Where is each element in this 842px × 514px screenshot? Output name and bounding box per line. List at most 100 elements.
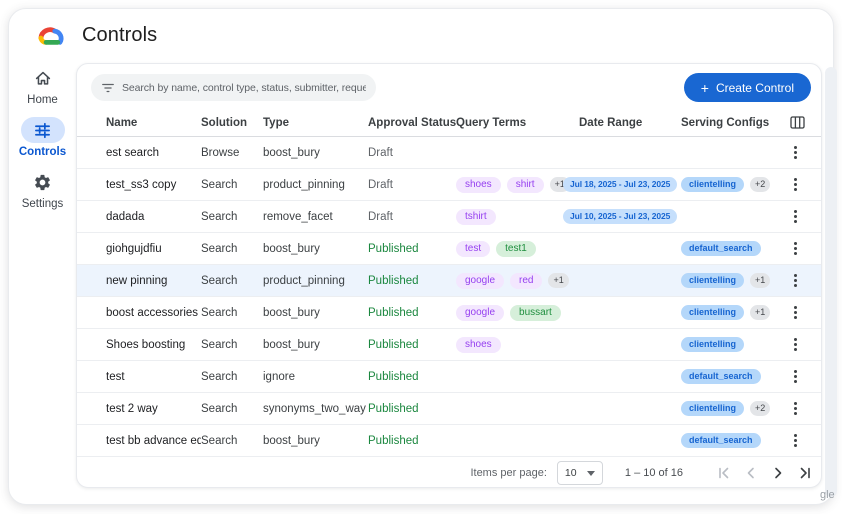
home-icon [21,65,65,91]
cell-type: remove_facet [263,210,333,223]
row-menu-kebab-icon[interactable] [785,335,805,355]
cell-solution: Search [201,434,238,447]
cell-name: giohgujdfiu [106,242,162,255]
first-page-button[interactable] [716,465,732,481]
cell-approval-status: Draft [368,146,393,159]
date-range-chip: Jul 10, 2025 - Jul 23, 2025 [563,209,678,224]
cell-approval-status: Draft [368,178,393,191]
cell-name: test_ss3 copy [106,178,177,191]
cell-type: boost_bury [263,434,320,447]
table-row[interactable]: new pinning Search product_pinning Publishe… [77,265,821,297]
gear-icon [21,169,65,195]
cell-solution: Search [201,402,238,415]
create-control-label: Create Control [715,80,794,95]
query-term-chip: red [510,272,543,289]
cell-type: ignore [263,370,295,383]
previous-page-button[interactable] [743,465,759,481]
table-row[interactable]: Shoes boosting Search boost_bury Published s… [77,329,821,361]
table-row[interactable]: boost accessories Search boost_bury Publish… [77,297,821,329]
cell-type: boost_bury [263,242,320,255]
cell-solution: Browse [201,146,240,159]
cell-approval-status: Published [368,338,419,351]
query-term-chip: google [456,304,505,321]
column-selector-icon[interactable] [785,116,809,129]
cell-query-terms: shoes [456,336,579,353]
cell-name: test 2 way [106,402,158,415]
table-header: Name Solution Type Approval Status Query… [77,109,821,137]
table-row[interactable]: test 2 way Search synonyms_two_way Publishe… [77,393,821,425]
table-row[interactable]: test_ss3 copy Search product_pinning Draft s… [77,169,821,201]
cell-query-terms: tshirt [456,208,579,225]
table-row[interactable]: test bb advance editorSearch boost_bury Pu… [77,425,821,457]
query-term-chip: bussart [510,304,561,321]
next-page-button[interactable] [770,465,786,481]
row-menu-kebab-icon[interactable] [785,239,805,259]
cell-query-terms: google bussart [456,304,579,321]
cell-name: test [106,370,125,383]
table-row[interactable]: dadada Search remove_facet Draft tshirt Jul 1… [77,201,821,233]
cell-serving-configs: default_search [681,369,785,384]
cell-name: Shoes boosting [106,338,186,351]
cell-solution: Search [201,274,238,287]
sidebar-item-controls[interactable]: Controls [19,117,66,158]
cell-query-terms: shoes shirt +1 [456,176,579,193]
search-input[interactable] [122,81,366,94]
query-term-chip: shirt [506,176,544,193]
query-term-chip: test [456,240,491,257]
sidebar-item-settings[interactable]: Settings [21,169,65,210]
cell-solution: Search [201,210,238,223]
row-menu-kebab-icon[interactable] [785,175,805,195]
table-row[interactable]: giohgujdfiu Search boost_bury Published test… [77,233,821,265]
page-size-select[interactable]: 10 [556,461,603,485]
serving-config-chip: default_search [681,369,761,384]
cell-solution: Search [201,338,238,351]
query-term-chip: shoes [456,176,501,193]
table-body: est search Browse boost_bury Draft test_ss3 … [77,137,821,457]
create-control-button[interactable]: + Create Control [683,73,811,102]
cell-name: dadada [106,210,145,223]
scrollbar-track[interactable] [825,67,837,497]
sidebar: Home Controls Settings [9,65,76,221]
serving-config-chip: clientelling [681,273,745,288]
cell-query-terms: test test1 [456,240,579,257]
cell-solution: Search [201,306,238,319]
row-menu-kebab-icon[interactable] [785,143,805,163]
plus-icon: + [700,79,709,96]
row-menu-kebab-icon[interactable] [785,399,805,419]
cell-type: boost_bury [263,338,320,351]
table-row[interactable]: est search Browse boost_bury Draft [77,137,821,169]
last-page-button[interactable] [797,465,813,481]
sidebar-item-label: Home [27,94,58,106]
row-menu-kebab-icon[interactable] [785,303,805,323]
cell-serving-configs: clientelling +2 [681,177,785,192]
row-menu-kebab-icon[interactable] [785,367,805,387]
serving-config-chip: clientelling [681,401,745,416]
row-menu-kebab-icon[interactable] [785,207,805,227]
query-term-chip: tshirt [456,208,496,225]
watermark-text: gle [820,489,835,501]
pagination-range: 1 – 10 of 16 [624,467,683,479]
search-bar[interactable] [91,74,376,101]
cell-approval-status: Published [368,306,419,319]
cell-type: synonyms_two_way [263,402,366,415]
cell-approval-status: Published [368,434,419,447]
row-menu-kebab-icon[interactable] [785,271,805,291]
cell-type: product_pinning [263,274,345,287]
cell-approval-status: Published [368,274,419,287]
sidebar-item-home[interactable]: Home [21,65,65,106]
cell-query-terms: google red +1 [456,272,579,289]
table-footer: Items per page: 10 1 – 10 of 16 [77,457,821,489]
serving-config-chip: default_search [681,241,761,256]
column-header-serving-configs: Serving Configs [681,116,770,129]
sidebar-item-label: Settings [21,198,64,210]
cell-approval-status: Published [368,242,419,255]
table-row[interactable]: test Search ignore Published default_search [77,361,821,393]
column-header-date-range: Date Range [579,116,643,129]
cell-name: test bb advance editor [106,434,201,447]
cell-type: product_pinning [263,178,345,191]
cell-approval-status: Draft [368,210,393,223]
cell-serving-configs: default_search [681,241,785,256]
column-header-query-terms: Query Terms [456,116,527,129]
row-menu-kebab-icon[interactable] [785,431,805,451]
items-per-page-label: Items per page: [470,467,547,479]
